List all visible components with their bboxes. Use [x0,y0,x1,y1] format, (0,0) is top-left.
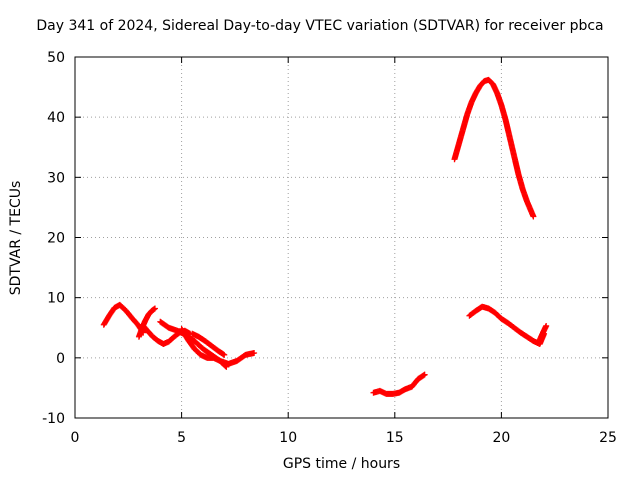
data-point [251,350,258,357]
y-tick-label: 30 [47,170,65,186]
y-tick-label: 10 [47,291,65,307]
x-tick-label: 10 [279,430,297,446]
data-point [223,363,230,370]
y-tick-label: 20 [47,231,65,247]
grid-lines [75,57,608,418]
y-tick-label: 0 [56,351,65,367]
plot-frame [74,56,609,419]
data-point [421,371,428,378]
data-point [530,213,537,220]
data-point [151,305,158,312]
data-markers [100,76,550,397]
data-marker [222,363,229,370]
x-tick-label: 25 [599,430,617,446]
x-tick-label: 15 [386,430,404,446]
x-tick-label: 0 [71,430,80,446]
chart-title: Day 341 of 2024, Sidereal Day-to-day VTE… [36,18,604,34]
axis-ticks: 0 5 10 15 20 25 -10 0 10 20 30 40 50 [42,50,617,446]
y-tick-label: 40 [47,110,65,126]
x-axis-label: GPS time / hours [282,456,401,472]
x-tick-label: 20 [492,430,510,446]
data-point [221,351,228,358]
y-tick-label: 50 [47,50,65,66]
y-axis-label: SDTVAR / TECUs [8,180,24,296]
x-tick-label: 5 [177,430,186,446]
y-tick-label: -10 [42,411,65,427]
data-point [543,322,550,329]
